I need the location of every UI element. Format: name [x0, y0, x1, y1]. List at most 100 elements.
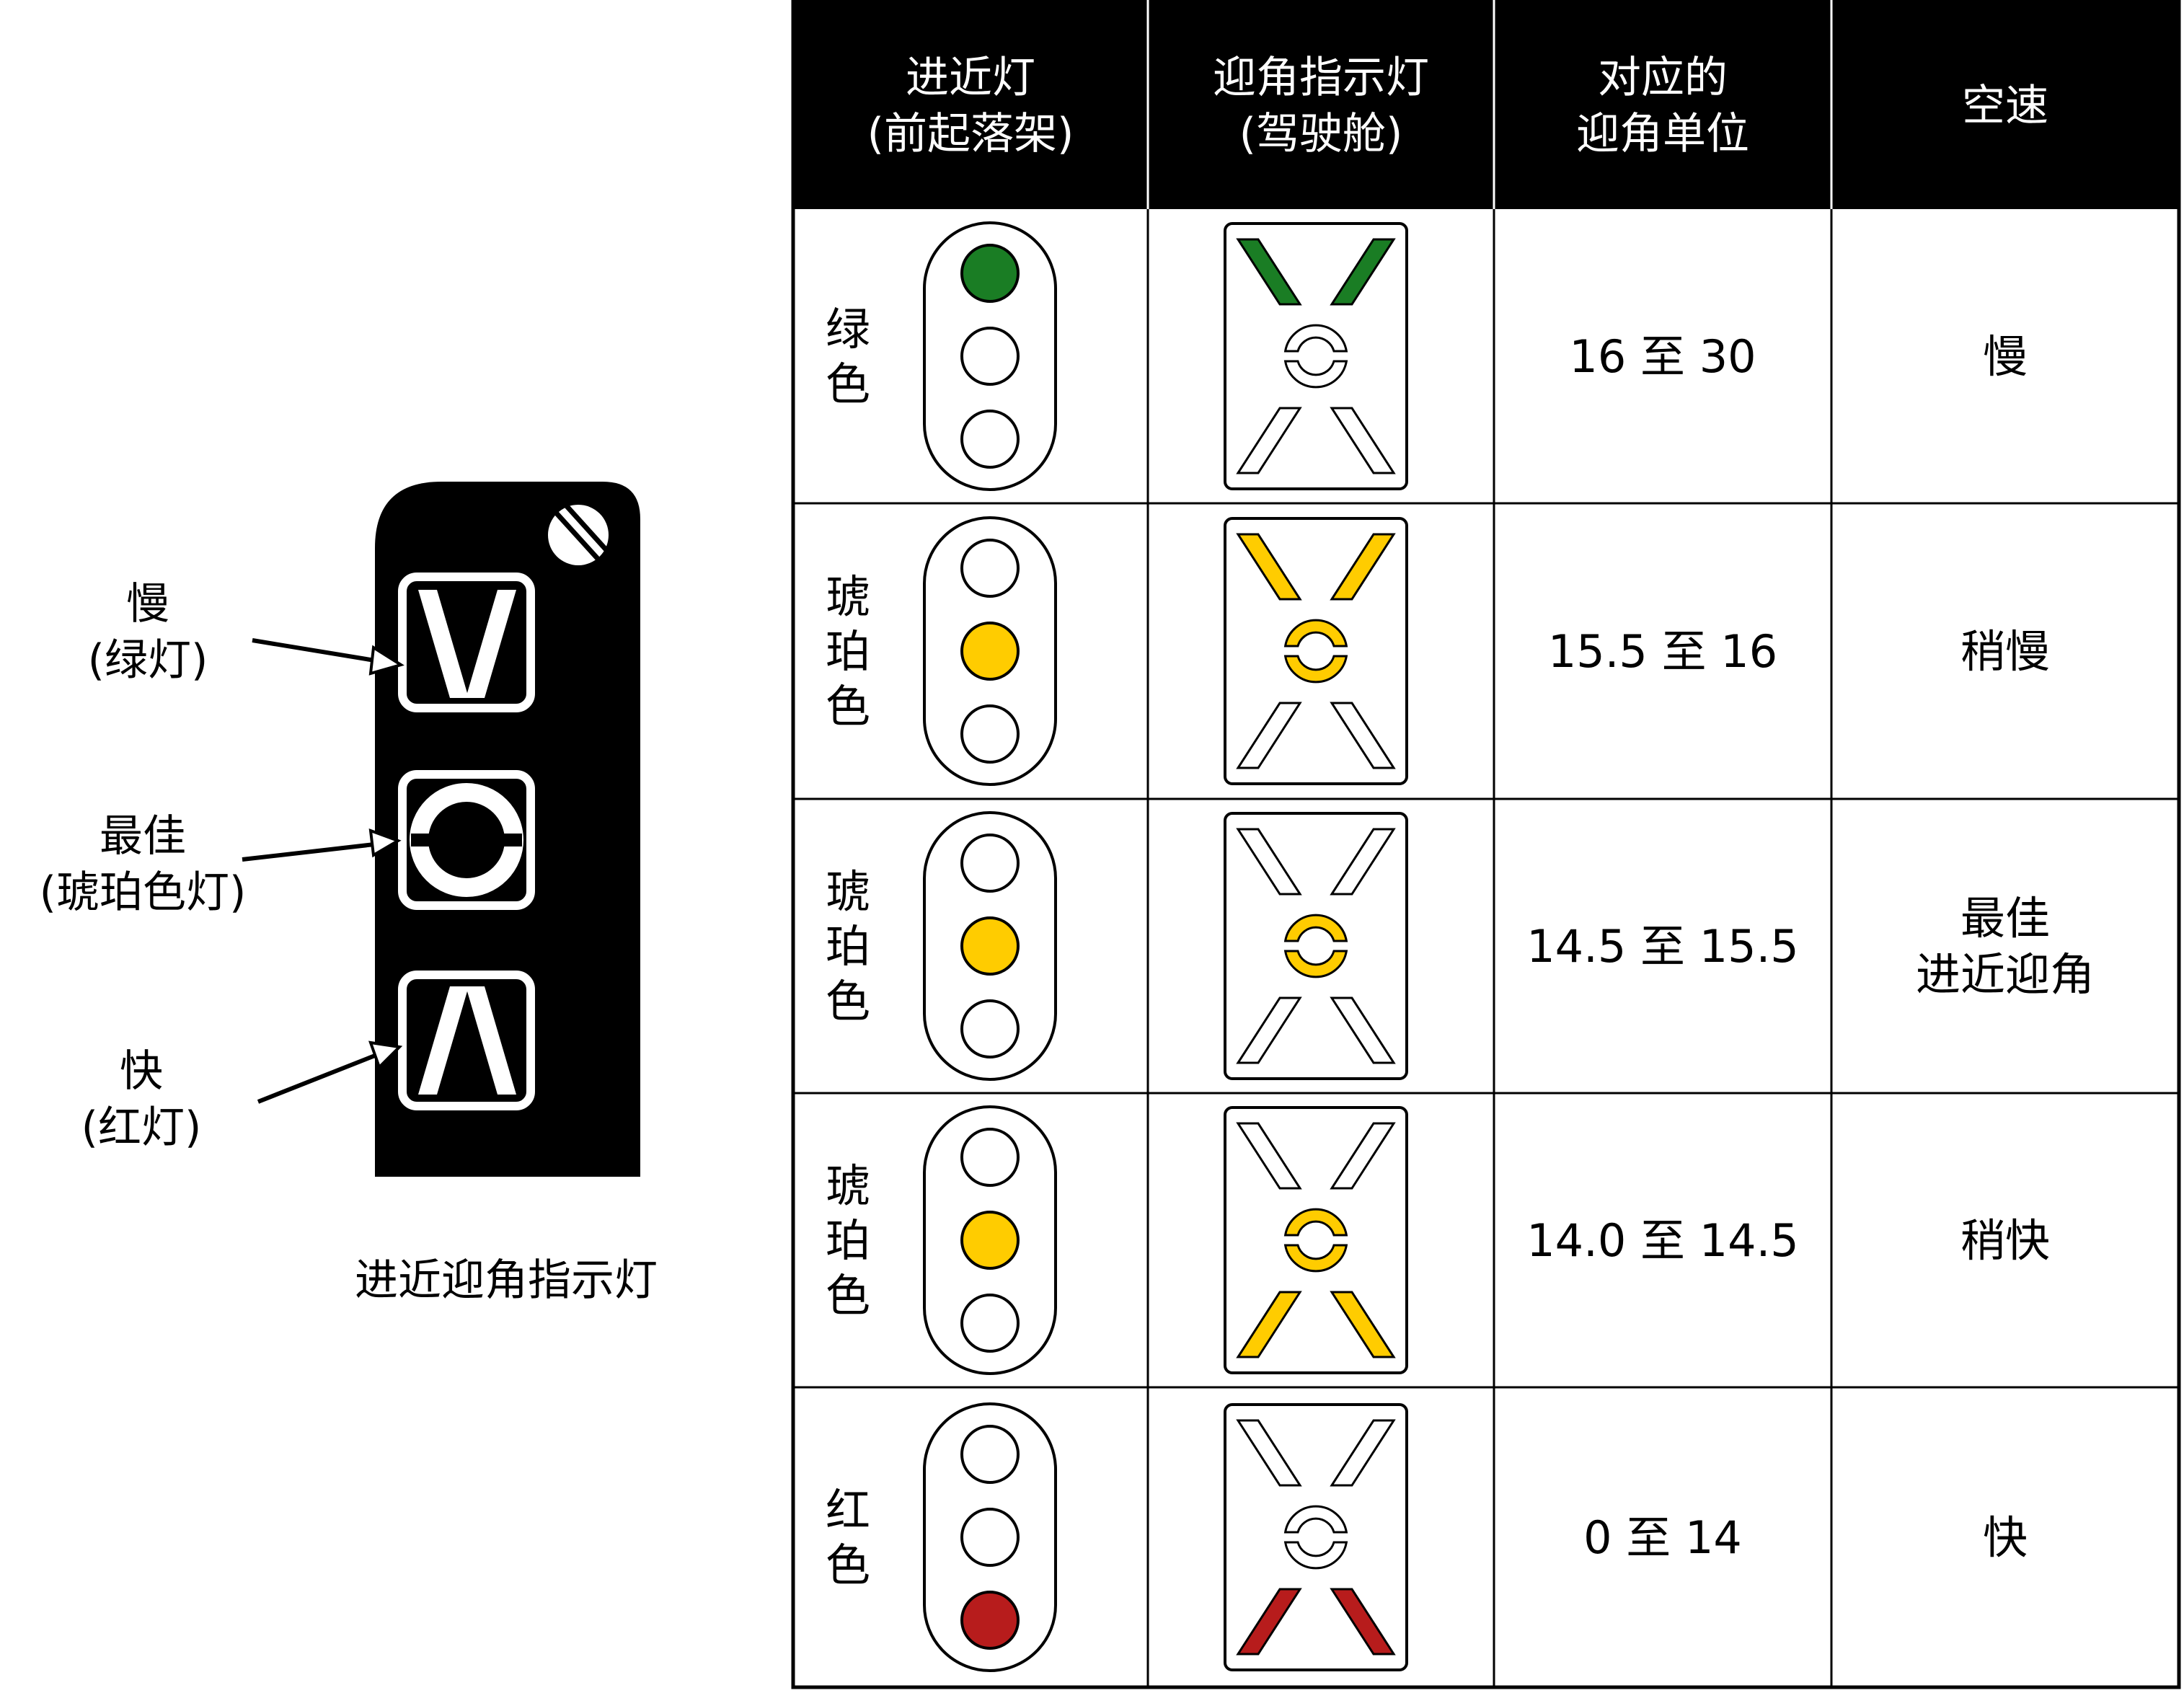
color-label-char: 珀 — [826, 625, 870, 678]
arrow-slow — [252, 638, 384, 664]
aoa-donut-top — [1283, 1208, 1348, 1237]
header-col-1-line-2: (前起落架) — [867, 109, 1074, 159]
aoa-donut-top — [1283, 1505, 1348, 1534]
callout-slow-main: 慢 — [126, 579, 169, 629]
approach-light-lamp — [960, 1211, 1020, 1270]
header-col-4-line-1: 空速 — [1962, 81, 2048, 131]
fast-chevron-icon — [398, 971, 535, 1110]
color-label-char: 色 — [826, 358, 870, 410]
header-col-1-line-1: 进近灯 — [906, 53, 1035, 103]
aoa-upper-left-bar — [1236, 238, 1302, 306]
approach-light-lamp — [960, 916, 1020, 976]
aoa-donut-bottom — [1283, 360, 1348, 389]
aoa-upper-right-bar — [1330, 533, 1396, 601]
callout-arrows — [242, 638, 404, 1104]
approach-light-lamp — [960, 410, 1020, 469]
aoa-donut-bottom — [1283, 655, 1348, 684]
callout-fast-main: 快 — [120, 1046, 163, 1097]
indexer-panel — [375, 482, 640, 1177]
color-label-char: 琥 — [826, 1159, 870, 1212]
header-col-3-line-2: 迎角单位 — [1576, 109, 1749, 159]
aoa-donut-bottom — [1283, 950, 1348, 978]
airspeed-value: 进近迎角 — [1916, 948, 2095, 1001]
color-label-char: 琥 — [826, 865, 870, 918]
aoa-donut-bottom — [1283, 1541, 1348, 1570]
table-border — [791, 0, 2181, 1689]
color-label-char: 珀 — [826, 1214, 870, 1267]
approach-light-lamp — [960, 244, 1020, 303]
aoa-donut-bottom — [1283, 1244, 1348, 1273]
aoa-lower-left-bar — [1236, 1588, 1302, 1656]
approach-light-lamp — [960, 1294, 1020, 1353]
aoa-upper-right-bar — [1330, 1122, 1396, 1190]
aoa-lower-right-bar — [1330, 1588, 1396, 1656]
aoa-upper-left-bar — [1236, 533, 1302, 601]
color-label-char: 色 — [826, 1269, 870, 1322]
aoa-lower-left-bar — [1236, 1291, 1302, 1358]
approach-light-lamp — [960, 704, 1020, 764]
arrow-optimum — [242, 841, 381, 862]
color-label-char: 珀 — [826, 920, 870, 973]
aoa-units-value: 14.0 至 14.5 — [1526, 1214, 1799, 1267]
screw-icon — [548, 504, 609, 565]
aoa-lower-right-bar — [1330, 702, 1396, 769]
color-label-char: 色 — [826, 975, 870, 1027]
aoa-upper-left-bar — [1236, 828, 1302, 896]
slow-chevron-icon — [398, 573, 535, 712]
aoa-lower-left-bar — [1236, 996, 1302, 1064]
arrow-fast — [257, 1051, 384, 1104]
table-row: 琥珀色 14.0 至 14.5 稍快 — [826, 1105, 2050, 1375]
aoa-lower-left-bar — [1236, 407, 1302, 474]
approach-light-lamp — [960, 1128, 1020, 1187]
table-header-bg — [793, 0, 2179, 209]
header-col-2-line-1: 迎角指示灯 — [1213, 53, 1429, 103]
callout-optimum-sub: (琥珀色灯) — [40, 867, 247, 918]
aoa-units-value: 16 至 30 — [1569, 330, 1756, 383]
approach-light-lamp — [960, 834, 1020, 893]
arrowhead-optimum-icon — [368, 828, 402, 858]
callout-optimum-main: 最佳 — [100, 811, 186, 862]
indexer-caption: 进近迎角指示灯 — [355, 1255, 658, 1306]
callout-fast-sub: (红灯) — [81, 1102, 202, 1153]
airspeed-value: 稍慢 — [1960, 625, 2050, 678]
header-col-3-line-1: 对应的 — [1598, 53, 1728, 103]
callout-slow-sub: (绿灯) — [88, 635, 208, 686]
aoa-upper-right-bar — [1330, 828, 1396, 896]
airspeed-value: 稍快 — [1960, 1214, 2050, 1267]
aoa-donut-top — [1283, 619, 1348, 647]
aoa-lower-left-bar — [1236, 702, 1302, 769]
approach-light-lamp — [960, 622, 1020, 681]
aoa-upper-right-bar — [1330, 1419, 1396, 1487]
color-label-char: 琥 — [826, 570, 870, 623]
aoa-upper-left-bar — [1236, 1419, 1302, 1487]
optimum-donut-icon — [398, 770, 535, 910]
aoa-lower-right-bar — [1330, 1291, 1396, 1358]
airspeed-value: 慢 — [1983, 330, 2028, 383]
aoa-lower-right-bar — [1330, 407, 1396, 474]
aoa-lower-right-bar — [1330, 996, 1396, 1064]
table-row: 红色 0 至 14 快 — [826, 1402, 2028, 1672]
approach-light-lamp — [960, 999, 1020, 1058]
aoa-upper-right-bar — [1330, 238, 1396, 306]
aoa-units-value: 0 至 14 — [1583, 1511, 1742, 1564]
aoa-donut-top — [1283, 914, 1348, 942]
airspeed-value: 最佳 — [1960, 892, 2050, 945]
arrowhead-slow-icon — [368, 645, 404, 676]
approach-light-lamp — [960, 539, 1020, 598]
table-row: 绿色 16 至 30 慢 — [826, 221, 2028, 491]
approach-light-lamp — [960, 1591, 1020, 1650]
table-row: 琥珀色 15.5 至 16 稍慢 — [826, 516, 2050, 786]
aoa-donut-top — [1283, 324, 1348, 353]
approach-light-lamp — [960, 1508, 1020, 1567]
color-label-char: 绿 — [826, 303, 870, 355]
airspeed-value: 快 — [1983, 1511, 2028, 1564]
aoa-upper-left-bar — [1236, 1122, 1302, 1190]
color-label-char: 色 — [826, 680, 870, 733]
header-col-2-line-2: (驾驶舱) — [1239, 109, 1403, 159]
aoa-units-value: 14.5 至 15.5 — [1526, 920, 1799, 973]
approach-light-lamp — [960, 327, 1020, 386]
aoa-units-value: 15.5 至 16 — [1548, 625, 1777, 678]
